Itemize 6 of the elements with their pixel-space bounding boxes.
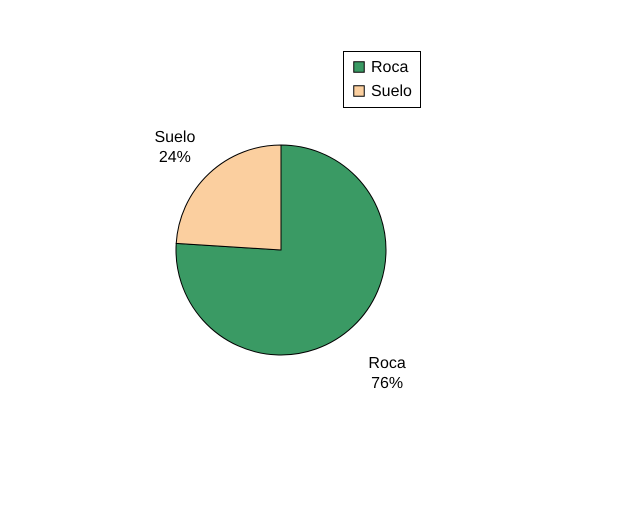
data-label: 76%: [371, 374, 404, 392]
slice-label: Roca: [368, 354, 406, 372]
data-label: 24%: [158, 149, 191, 166]
slice-label: Suelo: [154, 129, 196, 146]
legend-label: Roca: [371, 59, 408, 76]
legend-label: Suelo: [371, 83, 412, 100]
